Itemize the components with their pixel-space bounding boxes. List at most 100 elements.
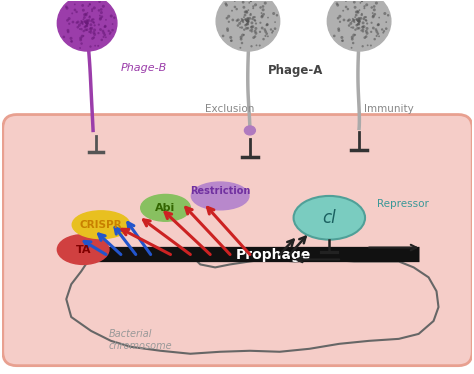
Point bbox=[348, 36, 356, 42]
Point bbox=[233, 18, 241, 24]
Point bbox=[238, 25, 246, 31]
Point bbox=[352, 12, 360, 18]
Point bbox=[81, 24, 89, 30]
Point bbox=[82, 20, 90, 26]
Ellipse shape bbox=[191, 182, 249, 210]
Point bbox=[98, 10, 105, 16]
Point bbox=[358, 0, 366, 4]
Point bbox=[95, 22, 103, 28]
Point bbox=[357, 15, 365, 21]
Point bbox=[380, 30, 387, 36]
Point bbox=[258, 14, 266, 20]
Point bbox=[238, 18, 246, 24]
Point bbox=[238, 16, 246, 22]
Point bbox=[98, 14, 106, 20]
Point bbox=[244, 18, 252, 24]
Point bbox=[82, 11, 90, 17]
Point bbox=[67, 36, 75, 42]
Point bbox=[100, 34, 108, 40]
Point bbox=[94, 43, 102, 49]
Point bbox=[248, 24, 255, 30]
Point bbox=[349, 40, 357, 46]
Point bbox=[334, 15, 342, 21]
Point bbox=[257, 0, 265, 1]
Point bbox=[88, 25, 95, 31]
Point bbox=[271, 26, 279, 32]
Point bbox=[344, 18, 352, 24]
Point bbox=[245, 16, 252, 22]
Point bbox=[81, 12, 88, 18]
Point bbox=[80, 28, 88, 34]
Point bbox=[354, 16, 361, 22]
Ellipse shape bbox=[293, 196, 365, 240]
Point bbox=[224, 28, 231, 34]
Point bbox=[68, 39, 75, 45]
Point bbox=[384, 12, 392, 18]
Point bbox=[248, 28, 255, 34]
Point bbox=[242, 22, 250, 28]
Point bbox=[244, 18, 252, 24]
Point bbox=[244, 25, 252, 31]
Point bbox=[367, 43, 374, 49]
Point bbox=[242, 22, 249, 28]
Point bbox=[248, 43, 255, 49]
Point bbox=[354, 25, 361, 31]
Point bbox=[238, 40, 246, 46]
Point bbox=[362, 17, 369, 23]
Point bbox=[352, 27, 359, 33]
Point bbox=[73, 9, 81, 15]
Point bbox=[247, 0, 255, 4]
Point bbox=[362, 14, 370, 20]
Point bbox=[374, 22, 382, 28]
Point bbox=[83, 21, 91, 27]
Text: Phage-B: Phage-B bbox=[121, 63, 167, 73]
Point bbox=[355, 21, 363, 27]
Point bbox=[252, 30, 260, 36]
Point bbox=[259, 7, 267, 13]
Point bbox=[370, 13, 377, 19]
Point bbox=[236, 24, 244, 30]
Point bbox=[91, 5, 98, 11]
Point bbox=[363, 28, 370, 34]
Point bbox=[243, 25, 250, 31]
Point bbox=[355, 18, 363, 24]
Point bbox=[69, 19, 77, 25]
Text: Phage-A: Phage-A bbox=[268, 64, 323, 77]
Point bbox=[347, 21, 355, 27]
Point bbox=[77, 37, 84, 43]
Point bbox=[237, 34, 245, 40]
Point bbox=[231, 4, 239, 10]
Point bbox=[373, 0, 380, 6]
Point bbox=[75, 22, 83, 28]
Point bbox=[87, 25, 94, 31]
Point bbox=[359, 24, 367, 30]
Point bbox=[371, 36, 378, 42]
Point bbox=[83, 23, 91, 29]
Point bbox=[227, 38, 235, 44]
Point bbox=[87, 44, 94, 50]
Point bbox=[235, 17, 242, 23]
Point bbox=[373, 28, 381, 34]
Point bbox=[248, 27, 255, 33]
Point bbox=[346, 22, 353, 28]
Point bbox=[78, 33, 86, 39]
Point bbox=[333, 1, 341, 7]
Point bbox=[249, 5, 257, 11]
Point bbox=[87, 22, 95, 28]
Point bbox=[225, 13, 233, 19]
Point bbox=[79, 19, 86, 25]
Point bbox=[263, 22, 270, 28]
Point bbox=[244, 21, 252, 27]
Point bbox=[240, 32, 248, 38]
Point bbox=[240, 27, 248, 33]
Point bbox=[360, 24, 368, 30]
Point bbox=[353, 16, 360, 22]
Point bbox=[249, 24, 256, 30]
Point bbox=[354, 9, 362, 15]
Point bbox=[65, 16, 73, 22]
Point bbox=[243, 9, 250, 15]
Point bbox=[78, 40, 85, 46]
Point bbox=[363, 2, 371, 8]
Point bbox=[229, 17, 237, 23]
Point bbox=[83, 19, 91, 25]
